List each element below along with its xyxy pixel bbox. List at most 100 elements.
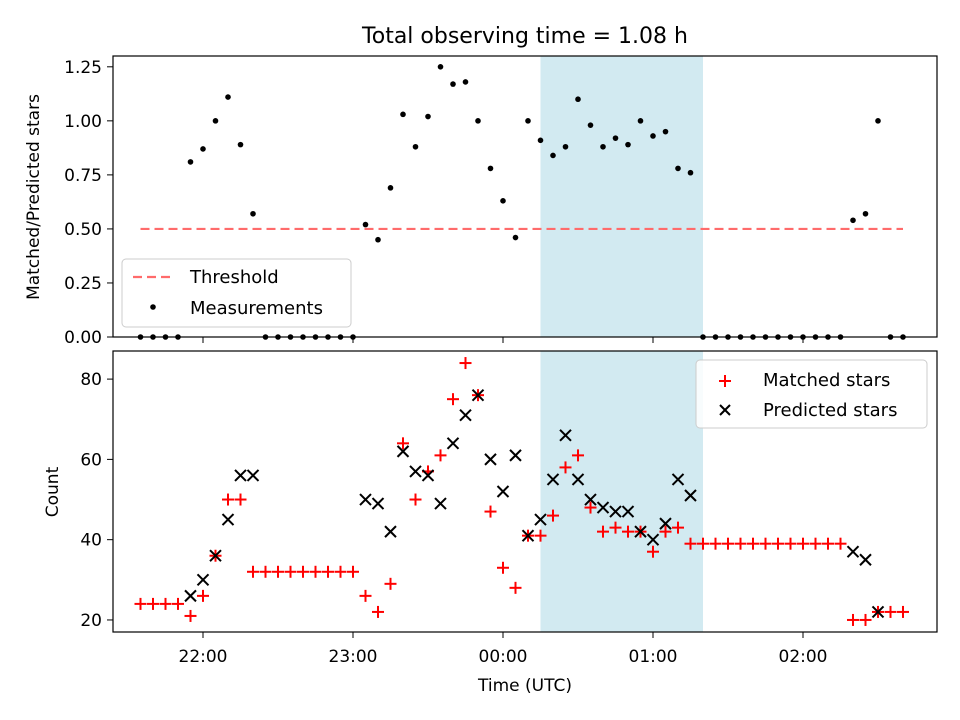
matched-star-point [509,581,522,594]
matched-star-point [197,589,209,602]
top-ytick-label: 1.00 [64,112,102,132]
measurement-point [550,152,556,159]
measurement-point [625,141,631,148]
top-plot-frame [112,55,938,338]
bottom-ytick-label: 60 [80,450,102,470]
predicted-star-point [459,409,472,422]
bottom-ylabel: Count [43,466,63,517]
predicted-star-point [546,473,560,486]
predicted-star-point [571,473,585,486]
matched-star-point [359,589,372,602]
measurement-point [425,113,431,120]
matched-star-point [659,525,672,538]
matched-star-point [547,509,559,522]
legend-measurements-label: Measurements [190,298,323,319]
predicted-star-point [596,501,610,514]
predicted-star-point [484,453,497,466]
matched-star-point [759,537,772,550]
matched-star-point [847,613,859,626]
bottom-shaded-span [540,351,703,632]
measurement-point [600,143,606,150]
bottom-panel: 20 40 60 80 22:00 23:00 00:00 01:00 02:00 Count… [43,350,938,696]
matched-star-point [322,565,334,578]
predicted-star-point [559,429,572,442]
measurement-point [487,165,494,172]
predicted-star-point [384,525,397,538]
measurement-point [400,111,406,118]
legend-predicted-label: Predicted stars [763,400,897,421]
measurement-point [650,133,656,139]
top-ytick-label: 1.25 [64,58,102,78]
matched-star-point [534,529,547,542]
matched-star-point [672,521,684,534]
matched-star-point [584,501,597,514]
bottom-xtick-label: 01:00 [629,647,678,667]
predicted-star-point [871,605,885,619]
predicted-star-point [859,553,872,566]
matched-star-point [147,597,159,610]
matched-star-point [497,561,509,574]
matched-star-point [397,437,409,450]
measurement-point [587,122,594,128]
matched-star-point [572,449,584,462]
matched-star-point [697,537,709,550]
predicted-star-point [371,497,385,510]
predicted-star-point [509,449,522,462]
measurement-point [362,221,369,228]
predicted-star-point [634,525,647,538]
matched-star-point [734,537,747,550]
measurement-point [475,118,481,124]
matched-star-point [384,577,397,590]
measurement-point [850,217,856,224]
matched-star-point [272,565,284,578]
predicted-star-point [421,469,435,482]
measurement-point [450,81,456,87]
matched-star-point [834,537,847,550]
predicted-star-point [359,493,372,506]
matched-star-point [897,605,909,618]
bottom-legend: Matched stars Predicted stars [695,359,928,429]
matched-star-point [234,493,247,506]
predicted-star-point [471,388,485,402]
matched-star-point [309,565,322,578]
predicted-star-point [659,517,672,530]
matched-star-point [222,493,234,506]
matched-star-point [709,537,722,550]
matched-star-point [334,565,347,578]
bottom-ytick-label: 80 [80,370,102,390]
matched-star-point [859,613,872,626]
matched-star-point [809,537,822,550]
bottom-ytick-label: 40 [80,531,102,551]
matched-star-point [459,357,472,370]
matched-star-point [722,537,734,550]
top-ytick-label: 0.00 [64,328,102,348]
predicted-star-point [209,549,222,562]
measurement-point [537,137,544,144]
matched-star-point [772,537,784,550]
predicted-star-point [846,545,860,558]
matched-star-point [684,537,697,550]
measurement-point [412,143,419,150]
top-ytick-label: 0.50 [64,220,102,240]
predicted-star-point [646,533,660,546]
matched-star-point [134,597,147,610]
bottom-plot-frame [112,350,938,633]
predicted-star-point [246,469,260,482]
predicted-star-point [409,465,422,478]
predicted-star-point [521,529,535,542]
matched-star-point [347,565,359,578]
top-ylabel: Matched/Predicted stars [24,94,44,300]
predicted-star-point [621,505,635,518]
measurement-point [862,210,869,217]
bottom-legend-box [695,359,928,429]
matched-star-point [609,521,622,534]
matched-star-point [434,449,447,462]
matched-star-point [647,545,659,558]
predicted-star-point [221,513,235,526]
bottom-xtick-label: 00:00 [479,647,528,667]
matched-star-point [247,565,259,578]
matched-star-point [159,597,172,610]
predicted-star-point [609,505,622,518]
legend-predicted-swatch [719,404,731,416]
